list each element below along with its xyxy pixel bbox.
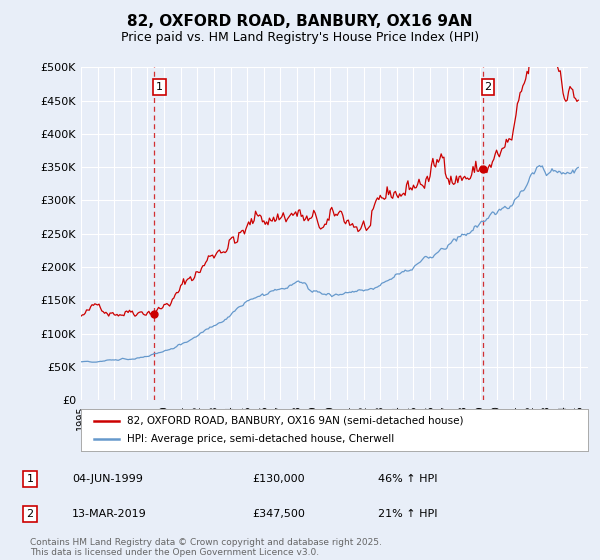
Text: Contains HM Land Registry data © Crown copyright and database right 2025.
This d: Contains HM Land Registry data © Crown c… — [30, 538, 382, 557]
Text: 1: 1 — [156, 82, 163, 92]
Text: £130,000: £130,000 — [252, 474, 305, 484]
Text: 13-MAR-2019: 13-MAR-2019 — [72, 509, 147, 519]
Text: HPI: Average price, semi-detached house, Cherwell: HPI: Average price, semi-detached house,… — [127, 434, 394, 444]
Text: 2: 2 — [26, 509, 34, 519]
Text: 46% ↑ HPI: 46% ↑ HPI — [378, 474, 437, 484]
Text: 04-JUN-1999: 04-JUN-1999 — [72, 474, 143, 484]
Text: 21% ↑ HPI: 21% ↑ HPI — [378, 509, 437, 519]
Text: £347,500: £347,500 — [252, 509, 305, 519]
Text: 82, OXFORD ROAD, BANBURY, OX16 9AN: 82, OXFORD ROAD, BANBURY, OX16 9AN — [127, 14, 473, 29]
Text: 2: 2 — [485, 82, 491, 92]
Text: 1: 1 — [26, 474, 34, 484]
Text: Price paid vs. HM Land Registry's House Price Index (HPI): Price paid vs. HM Land Registry's House … — [121, 31, 479, 44]
Text: 82, OXFORD ROAD, BANBURY, OX16 9AN (semi-detached house): 82, OXFORD ROAD, BANBURY, OX16 9AN (semi… — [127, 416, 463, 426]
